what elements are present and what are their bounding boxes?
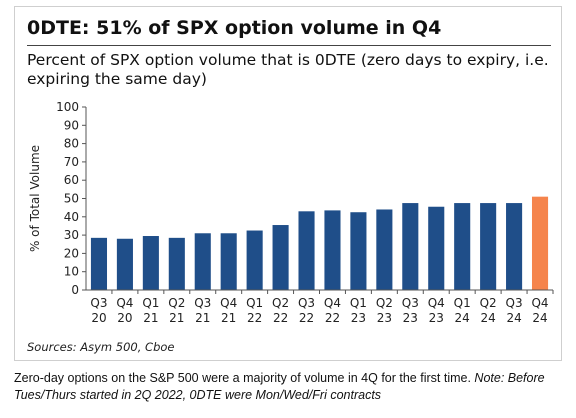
x-tick-label-quarter: Q4 <box>324 296 341 310</box>
x-tick-label-year: 21 <box>221 311 236 325</box>
x-tick-label-quarter: Q3 <box>298 296 315 310</box>
caption-text: Zero-day options on the S&P 500 were a m… <box>14 371 471 385</box>
x-tick-label-quarter: Q1 <box>142 296 159 310</box>
bar <box>272 225 289 290</box>
y-tick-label: 30 <box>64 228 79 242</box>
y-axis-ticks: 0 10 20 30 40 50 60 70 80 90 100 <box>56 100 86 297</box>
bars <box>90 196 549 290</box>
y-tick-label: 60 <box>64 173 79 187</box>
bar <box>454 203 471 290</box>
y-tick-label: 40 <box>64 210 79 224</box>
y-tick-label: 100 <box>56 100 79 114</box>
x-tick-label-year: 24 <box>532 311 547 325</box>
caption: Zero-day options on the S&P 500 were a m… <box>14 370 564 404</box>
chart-title: 0DTE: 51% of SPX option volume in Q4 <box>27 17 442 39</box>
bar <box>350 212 367 290</box>
bar <box>324 210 341 290</box>
x-tick-label-quarter: Q4 <box>531 296 548 310</box>
bar <box>428 206 445 290</box>
x-tick-label-quarter: Q4 <box>116 296 133 310</box>
x-tick-label-quarter: Q1 <box>454 296 471 310</box>
x-axis-ticks: Q320Q420Q121Q221Q321Q421Q122Q222Q322Q422… <box>90 290 554 325</box>
x-tick-label-year: 23 <box>377 311 392 325</box>
y-axis-label: % of Total Volume <box>28 145 42 252</box>
bar <box>168 237 185 290</box>
caption-note: Note: Before Tues/Thurs started in 2Q 20… <box>14 371 545 402</box>
x-tick-label-year: 22 <box>247 311 262 325</box>
y-tick-label: 10 <box>64 265 79 279</box>
x-tick-label-quarter: Q2 <box>272 296 289 310</box>
x-tick-label-quarter: Q4 <box>428 296 445 310</box>
x-tick-label-year: 21 <box>195 311 210 325</box>
bar <box>220 233 237 290</box>
x-tick-label-quarter: Q3 <box>194 296 211 310</box>
chart-subtitle: Percent of SPX option volume that is 0DT… <box>27 51 549 88</box>
x-tick-label-quarter: Q3 <box>506 296 523 310</box>
bar <box>480 203 497 290</box>
bar <box>531 196 549 290</box>
bar <box>376 209 393 290</box>
y-tick-label: 70 <box>64 155 79 169</box>
x-tick-label-year: 22 <box>325 311 340 325</box>
x-tick-label-year: 22 <box>273 311 288 325</box>
x-tick-label-year: 22 <box>299 311 314 325</box>
x-tick-label-quarter: Q2 <box>376 296 393 310</box>
x-tick-label-quarter: Q4 <box>220 296 237 310</box>
y-tick-label: 50 <box>64 192 79 206</box>
bar <box>90 237 108 290</box>
x-tick-label-year: 20 <box>117 311 132 325</box>
x-tick-label-quarter: Q2 <box>168 296 185 310</box>
bar <box>246 230 263 290</box>
x-tick-label-year: 24 <box>455 311 470 325</box>
x-tick-label-year: 24 <box>506 311 521 325</box>
x-tick-label-quarter: Q1 <box>246 296 263 310</box>
x-tick-label-quarter: Q3 <box>90 296 107 310</box>
bar <box>194 233 211 290</box>
bar <box>506 203 523 290</box>
x-tick-label-year: 20 <box>91 311 106 325</box>
x-tick-label-year: 23 <box>351 311 366 325</box>
x-tick-label-year: 23 <box>429 311 444 325</box>
bar <box>402 203 419 290</box>
y-tick-label: 20 <box>64 246 79 260</box>
chart-card: 0DTE: 51% of SPX option volume in Q4 Per… <box>14 6 562 361</box>
y-tick-label: 0 <box>71 283 79 297</box>
x-tick-label-quarter: Q3 <box>402 296 419 310</box>
bar <box>116 238 133 290</box>
x-tick-label-year: 21 <box>143 311 158 325</box>
x-tick-label-year: 24 <box>480 311 495 325</box>
y-tick-label: 80 <box>64 137 79 151</box>
x-tick-label-quarter: Q2 <box>480 296 497 310</box>
y-tick-label: 90 <box>64 118 79 132</box>
bar <box>142 236 159 290</box>
x-tick-label-year: 23 <box>403 311 418 325</box>
x-tick-label-quarter: Q1 <box>350 296 367 310</box>
source-note: Sources: Asym 500, Cboe <box>27 340 175 354</box>
bar <box>298 211 315 290</box>
x-tick-label-year: 21 <box>169 311 184 325</box>
title-divider <box>27 45 551 46</box>
